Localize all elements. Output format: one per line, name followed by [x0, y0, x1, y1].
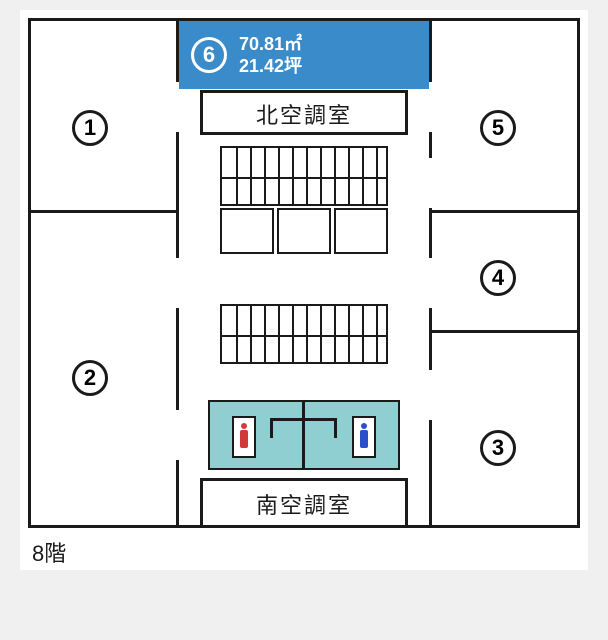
- north-hvac-box-right: [405, 90, 408, 134]
- door-gap: [175, 258, 180, 308]
- floorplan-canvas: 6 70.81㎡ 21.42坪 北空調室: [20, 10, 588, 570]
- unit-6-number-circle: 6: [191, 37, 227, 73]
- right-row-wall-2: [432, 330, 577, 333]
- door-gap: [428, 82, 434, 132]
- floor-label: 8階: [32, 536, 66, 568]
- unit-6-highlight: 6 70.81㎡ 21.42坪: [179, 21, 429, 89]
- room-2-number: 2: [72, 360, 108, 396]
- restroom-female-icon: [232, 416, 256, 458]
- room-4-number: 4: [480, 260, 516, 296]
- restroom-male-icon: [352, 416, 376, 458]
- room-3-number: 3: [480, 430, 516, 466]
- elevator-car: [220, 208, 274, 254]
- right-row-wall-1: [432, 210, 577, 213]
- elevator-group: [220, 208, 388, 254]
- north-hvac-box-bottom: [200, 132, 408, 135]
- unit-6-area-m2: 70.81㎡: [239, 33, 302, 56]
- unit-6-area-tsubo: 21.42坪: [239, 55, 302, 78]
- south-hvac-box-right: [405, 478, 408, 525]
- door-gap: [175, 82, 180, 132]
- north-hvac-label: 北空調室: [256, 98, 352, 130]
- left-row-wall: [31, 210, 176, 213]
- stair-north: [220, 146, 388, 206]
- south-hvac-box-left: [200, 478, 203, 525]
- elevator-car: [277, 208, 331, 254]
- restroom-zone: [208, 400, 400, 470]
- stair-south: [220, 304, 388, 364]
- north-hvac-box-left: [200, 90, 203, 134]
- door-gap: [428, 158, 434, 208]
- elevator-car: [334, 208, 388, 254]
- door-gap: [428, 370, 434, 420]
- unit-6-number: 6: [203, 42, 215, 68]
- south-hvac-label: 南空調室: [256, 488, 352, 520]
- north-hvac-box-top: [200, 90, 408, 93]
- room-1-number: 1: [72, 110, 108, 146]
- unit-6-area-text: 70.81㎡ 21.42坪: [239, 33, 302, 78]
- door-gap: [428, 258, 434, 308]
- room-5-number: 5: [480, 110, 516, 146]
- south-hvac-box-top: [200, 478, 408, 481]
- door-gap: [175, 410, 180, 460]
